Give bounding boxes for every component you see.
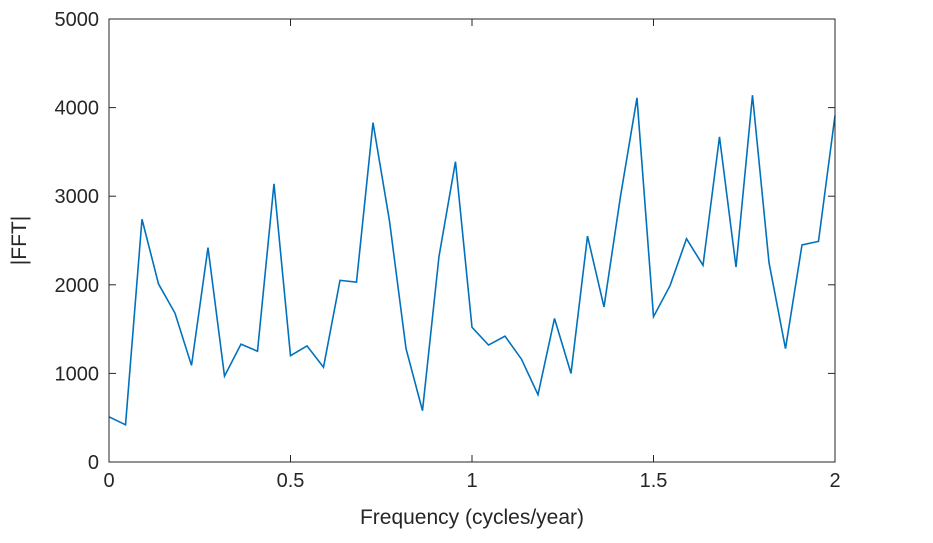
plot-area — [109, 19, 835, 462]
series-line — [108, 95, 836, 427]
x-axis-label: Frequency (cycles/year) — [360, 506, 584, 529]
y-axis-label: |FFT| — [8, 216, 31, 265]
y-tick-label: 1000 — [55, 363, 100, 385]
y-tick-label: 2000 — [55, 275, 100, 297]
y-tick-label: 3000 — [55, 186, 100, 208]
x-tick-label: 2 — [829, 470, 840, 492]
y-tick-label: 0 — [88, 452, 99, 474]
tick-layer: 0 0.5 1 1.5 2 0 1000 2000 3000 4000 5000 — [55, 9, 841, 492]
x-tick-label: 1.5 — [640, 470, 668, 492]
plot-frame — [108, 18, 836, 463]
y-tick-label: 4000 — [55, 98, 100, 120]
series-layer — [108, 95, 836, 427]
y-tick-label: 5000 — [55, 9, 100, 31]
x-tick-label: 1 — [466, 470, 477, 492]
x-tick-label: 0 — [103, 470, 114, 492]
x-tick-label: 0.5 — [277, 470, 305, 492]
